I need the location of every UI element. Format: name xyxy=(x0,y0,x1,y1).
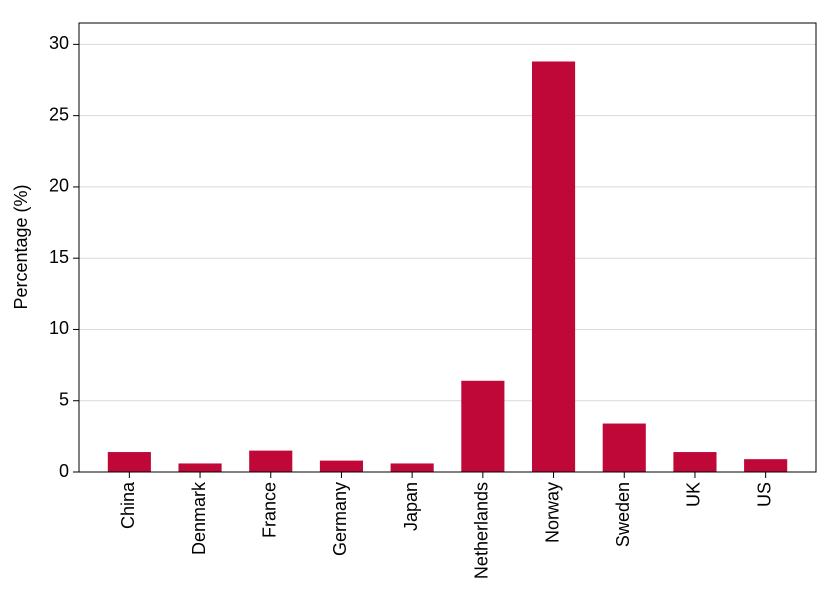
y-tick-label: 20 xyxy=(49,176,69,196)
bar xyxy=(531,61,576,472)
bar xyxy=(390,463,434,472)
plot-frame xyxy=(78,22,817,473)
x-tick-label: US xyxy=(754,482,774,507)
y-tick-label: 25 xyxy=(49,104,69,124)
y-tick-label: 0 xyxy=(59,461,69,481)
bar xyxy=(602,423,646,472)
bar xyxy=(178,463,222,472)
x-tick-label: Japan xyxy=(401,482,421,531)
x-tick-label: Denmark xyxy=(189,481,209,555)
x-tick-label: UK xyxy=(684,482,704,507)
y-tick-label: 30 xyxy=(49,33,69,53)
x-tick-label: Sweden xyxy=(613,482,633,547)
y-axis-label: Percentage (%) xyxy=(11,184,31,309)
bar xyxy=(744,459,788,472)
x-tick-label: China xyxy=(118,481,138,529)
y-tick-label: 15 xyxy=(49,247,69,267)
x-tick-label: Netherlands xyxy=(472,482,492,579)
bar xyxy=(107,452,151,472)
bar xyxy=(249,450,293,472)
bar xyxy=(461,380,505,472)
x-tick-label: Norway xyxy=(542,482,562,543)
y-tick-label: 5 xyxy=(59,389,69,409)
bar xyxy=(673,452,717,472)
x-tick-label: Germany xyxy=(330,482,350,556)
bar xyxy=(319,460,364,472)
y-tick-label: 10 xyxy=(49,318,69,338)
x-tick-label: France xyxy=(260,482,280,538)
